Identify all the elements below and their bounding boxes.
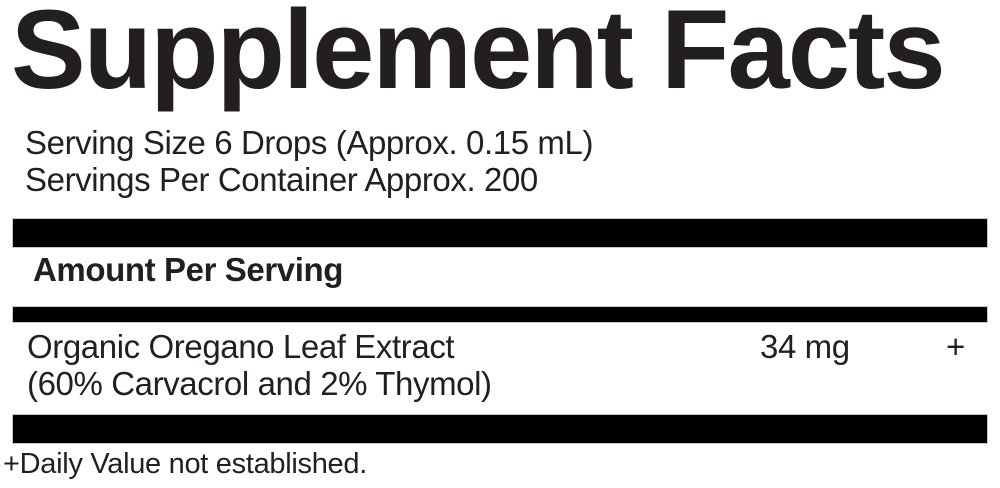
- divider-bar-medium: [12, 306, 988, 323]
- servings-per-container-line: Servings Per Container Approx. 200: [25, 161, 538, 198]
- divider-bar-thick-bottom: [12, 414, 988, 444]
- ingredient-name: Organic Oregano Leaf Extract: [27, 328, 455, 365]
- amount-per-serving-header: Amount Per Serving: [33, 251, 344, 288]
- serving-size-line: Serving Size 6 Drops (Approx. 0.15 mL): [25, 124, 594, 161]
- serving-info: Serving Size 6 Drops (Approx. 0.15 mL) S…: [25, 124, 593, 198]
- ingredient-amount: 34 mg: [760, 328, 850, 365]
- ingredient-daily-value-symbol: +: [946, 328, 965, 365]
- ingredient-detail: (60% Carvacrol and 2% Thymol): [27, 365, 492, 402]
- label-title: Supplement Facts: [11, 0, 946, 112]
- ingredient-name-block: Organic Oregano Leaf Extract (60% Carvac…: [27, 328, 1000, 402]
- divider-bar-thick-top: [12, 218, 988, 248]
- daily-value-footnote: +Daily Value not established.: [3, 448, 367, 480]
- ingredient-row: Organic Oregano Leaf Extract (60% Carvac…: [0, 328, 1000, 402]
